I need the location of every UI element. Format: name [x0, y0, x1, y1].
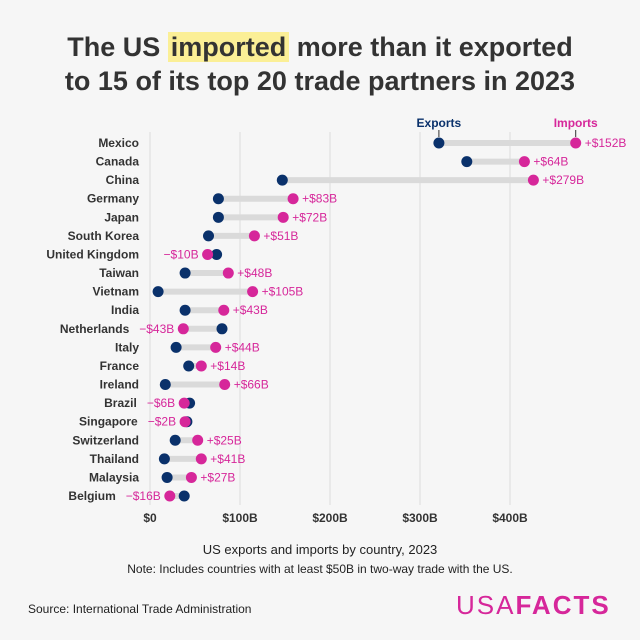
imports-dot	[219, 379, 231, 391]
data-label: +$14B	[210, 359, 245, 373]
x-tick-label: $400B	[492, 511, 528, 525]
imports-dot	[222, 267, 234, 279]
category-label: Taiwan	[99, 266, 139, 280]
exports-dot	[169, 434, 181, 446]
data-label: +$105B	[262, 285, 304, 299]
data-label: −$10B	[164, 247, 199, 261]
category-label: India	[111, 303, 139, 317]
data-label: −$6B	[147, 396, 175, 410]
imports-dot	[277, 211, 289, 223]
data-label: +$44B	[225, 340, 260, 354]
category-label: Ireland	[100, 378, 139, 392]
title-line-2: to 15 of its top 20 trade partners in 20…	[64, 66, 576, 96]
data-label: +$152B	[585, 136, 627, 150]
category-label: China	[106, 173, 140, 187]
source: Source: International Trade Administrati…	[28, 602, 252, 616]
data-label: +$66B	[234, 378, 269, 392]
exports-dot	[179, 304, 191, 316]
note: Note: Includes countries with at least $…	[127, 562, 513, 576]
data-label: −$16B	[126, 489, 161, 503]
category-label: Canada	[96, 155, 140, 169]
exports-dot	[211, 248, 223, 260]
imports-dot	[202, 248, 214, 260]
category-label: United Kingdom	[46, 247, 139, 261]
imports-dot	[177, 323, 189, 335]
data-label: +$27B	[200, 470, 235, 484]
exports-dot	[212, 193, 224, 205]
category-label: Belgium	[68, 489, 115, 503]
exports-dot	[276, 174, 288, 186]
title-text: more than it exported	[289, 32, 573, 62]
exports-dot	[212, 211, 224, 223]
category-label: France	[100, 359, 140, 373]
exports-dot	[158, 453, 170, 465]
exports-dot	[170, 341, 182, 353]
data-label: +$48B	[237, 266, 272, 280]
imports-dot	[192, 434, 204, 446]
data-label: +$83B	[302, 192, 337, 206]
imports-dot	[527, 174, 539, 186]
exports-dot	[461, 156, 473, 168]
imports-dot	[179, 416, 191, 428]
data-label: +$51B	[263, 229, 298, 243]
imports-dot	[164, 490, 176, 502]
title-highlight: imported	[167, 32, 290, 62]
legend-exports: Exports	[417, 116, 462, 130]
category-label: Germany	[87, 192, 139, 206]
exports-dot	[216, 323, 228, 335]
data-label: +$25B	[207, 433, 242, 447]
category-label: Vietnam	[93, 285, 139, 299]
data-label: −$43B	[139, 322, 174, 336]
data-label: +$72B	[292, 210, 327, 224]
x-tick-label: $0	[143, 511, 157, 525]
imports-dot	[248, 230, 260, 242]
imports-dot	[195, 453, 207, 465]
x-tick-label: $200B	[312, 511, 348, 525]
category-label: Malaysia	[89, 470, 139, 484]
exports-dot	[433, 137, 445, 149]
category-label: Italy	[115, 340, 139, 354]
data-label: +$43B	[233, 303, 268, 317]
category-label: Singapore	[79, 415, 138, 429]
imports-dot	[178, 397, 190, 409]
category-label: Thailand	[90, 452, 139, 466]
category-label: South Korea	[68, 229, 140, 243]
exports-dot	[161, 471, 173, 483]
category-label: Japan	[104, 210, 139, 224]
imports-dot	[518, 156, 530, 168]
imports-dot	[287, 193, 299, 205]
x-tick-label: $300B	[402, 511, 438, 525]
imports-dot	[247, 286, 259, 298]
usafacts-logo: USAFACTS	[456, 590, 611, 620]
exports-dot	[203, 230, 214, 242]
imports-dot	[210, 341, 222, 353]
exports-dot	[178, 490, 190, 502]
exports-dot	[183, 360, 195, 372]
category-label: Switzerland	[72, 433, 139, 447]
exports-dot	[152, 286, 164, 298]
chart-title: The US imported more than it exported to…	[0, 30, 640, 98]
category-label: Netherlands	[60, 322, 130, 336]
exports-dot	[159, 379, 171, 391]
imports-dot	[185, 471, 197, 483]
data-label: +$64B	[533, 155, 568, 169]
category-label: Brazil	[104, 396, 137, 410]
x-tick-label: $100B	[222, 511, 258, 525]
legend-imports: Imports	[554, 116, 598, 130]
imports-dot	[195, 360, 207, 372]
data-label: +$41B	[210, 452, 245, 466]
imports-dot	[570, 137, 582, 149]
data-label: +$279B	[542, 173, 584, 187]
exports-dot	[179, 267, 191, 279]
x-axis-label: US exports and imports by country, 2023	[202, 542, 438, 557]
title-text: The US	[67, 32, 168, 62]
imports-dot	[218, 304, 230, 316]
data-label: −$2B	[148, 415, 176, 429]
category-label: Mexico	[98, 136, 139, 150]
